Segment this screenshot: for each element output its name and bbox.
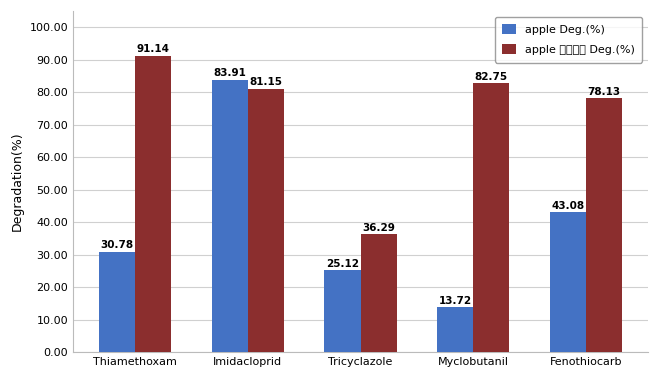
Bar bbox=[473, 84, 509, 352]
Text: 83.91: 83.91 bbox=[214, 68, 246, 78]
Text: 30.78: 30.78 bbox=[101, 240, 134, 251]
Text: 91.14: 91.14 bbox=[137, 45, 170, 54]
Bar bbox=[586, 98, 621, 352]
Text: 43.08: 43.08 bbox=[551, 201, 585, 211]
Text: 25.12: 25.12 bbox=[326, 259, 359, 269]
Text: 78.13: 78.13 bbox=[587, 87, 620, 97]
Text: 82.75: 82.75 bbox=[474, 72, 507, 82]
Text: 13.72: 13.72 bbox=[438, 296, 472, 306]
Bar bbox=[324, 271, 360, 352]
Legend: apple Deg.(%), apple 천정분사 Deg.(%): apple Deg.(%), apple 천정분사 Deg.(%) bbox=[495, 17, 643, 63]
Text: 36.29: 36.29 bbox=[362, 223, 395, 232]
Bar bbox=[212, 80, 248, 352]
Text: 81.15: 81.15 bbox=[250, 77, 283, 87]
Bar bbox=[135, 56, 171, 352]
Bar bbox=[360, 234, 397, 352]
Bar bbox=[437, 307, 473, 352]
Bar bbox=[248, 88, 284, 352]
Bar bbox=[100, 252, 135, 352]
Y-axis label: Degradation(%): Degradation(%) bbox=[11, 132, 24, 231]
Bar bbox=[550, 212, 586, 352]
